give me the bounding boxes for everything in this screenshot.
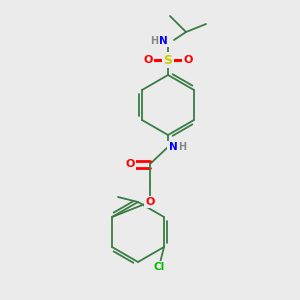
Text: H: H — [178, 142, 186, 152]
Text: N: N — [159, 36, 167, 46]
Text: O: O — [125, 159, 135, 169]
Text: H: H — [150, 36, 158, 46]
Text: O: O — [143, 55, 153, 65]
Text: S: S — [164, 53, 172, 67]
Text: Cl: Cl — [153, 262, 165, 272]
Text: O: O — [145, 197, 155, 207]
Text: N: N — [169, 142, 177, 152]
Text: O: O — [183, 55, 193, 65]
